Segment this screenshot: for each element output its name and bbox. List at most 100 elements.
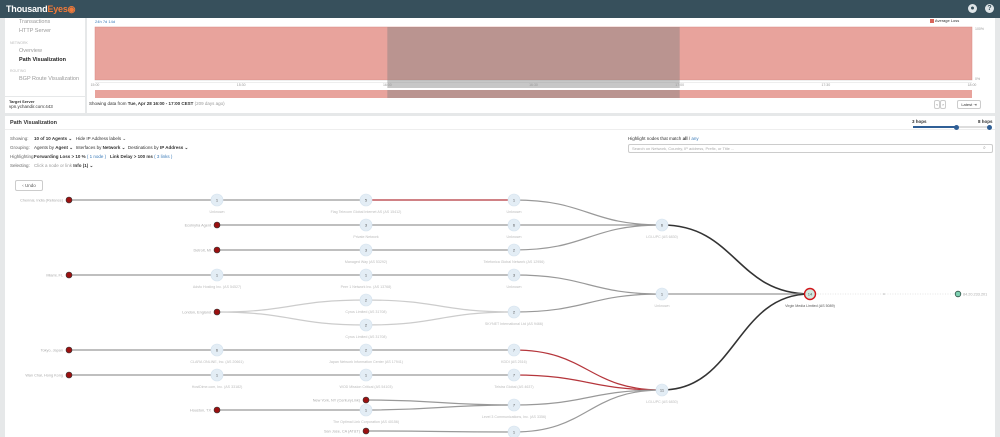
link-delay-filter[interactable]: Link Delay > 100 ms [109, 154, 153, 159]
node-label: Virgin Media Limited (AS 5089) [785, 304, 835, 308]
sidebar-item-transactions[interactable]: Transactions [19, 19, 51, 25]
selecting-label: Selecting: [10, 163, 30, 168]
sidebar-item-bgp-route[interactable]: BGP Route Visualization [19, 76, 80, 82]
node-count: 6 [216, 347, 219, 352]
network-node [210, 343, 224, 357]
node-count: 1 [216, 372, 219, 377]
sidebar-item-http-server[interactable]: HTTP Server [19, 28, 51, 34]
link-c8-d3 [513, 389, 663, 406]
node-label: Unknown [507, 235, 522, 239]
sidebar-item-path-visualization[interactable]: Path Visualization [19, 57, 66, 63]
chat-icon[interactable]: ● [968, 4, 977, 13]
undo-button[interactable]: ‹ Undo [15, 180, 43, 191]
range-14d[interactable]: 14d [108, 19, 116, 24]
node-count: 2 [365, 347, 368, 352]
link-c5-d2 [513, 293, 663, 313]
node-count: 1 [216, 197, 219, 202]
node-label: KDDI (AS 2516) [501, 360, 527, 364]
loss-area [94, 26, 973, 81]
match-label: Highlight nodes that match [628, 136, 682, 141]
network-node [507, 368, 521, 382]
network-node [507, 193, 521, 207]
timeline-panel: 24h 7d 14d Average Loss 15:0015:0015:301… [87, 18, 995, 113]
sidebar-item-overview[interactable]: Overview [19, 48, 42, 54]
network-node [507, 218, 521, 232]
ip-labels-dropdown[interactable]: Hide IP Address labels ⌄ [75, 136, 127, 141]
link-c6-d3 [513, 349, 663, 391]
overview-loss-area [95, 90, 972, 98]
forwarding-loss-filter[interactable]: Forwarding Loss > 10 % [34, 154, 86, 159]
overview-selection [387, 90, 680, 98]
tick-label: 15:00 [91, 83, 100, 87]
node-label: Unknown [655, 304, 670, 308]
network-node [507, 268, 521, 282]
latest-button[interactable]: Latest ⇥ [957, 100, 981, 109]
hops-slider-max-handle[interactable] [987, 124, 992, 130]
node-label: Adsfo Hosting Inc. (AS 54527) [193, 285, 241, 289]
agent-node [362, 427, 370, 435]
interfaces-by-prefix: Interfaces by [75, 145, 102, 150]
highlighting-label: Highlighting: [10, 154, 35, 159]
path-graph[interactable]: Chennai, India (Reliance) Ecolnyha Agent D… [5, 116, 995, 437]
top-nav-bar: ThousandEyes◉ ● ? [0, 0, 1000, 18]
hops-slider-handle[interactable] [954, 124, 959, 130]
panel-title: Path Visualization [10, 120, 57, 126]
thousandeyes-logo[interactable]: ThousandEyes◉ [6, 4, 76, 14]
node-count: 7 [513, 372, 516, 377]
range-7d[interactable]: 7d [102, 19, 108, 24]
range-24h[interactable]: 24h [95, 19, 102, 24]
agent-node [65, 371, 73, 379]
node-count: 2 [365, 297, 368, 302]
node-count: 1 [661, 291, 664, 296]
showing-prefix: Showing data from [89, 101, 127, 106]
node-label: Peer 1 Network Inc. (AS 13768) [341, 285, 392, 289]
network-node [655, 218, 669, 232]
node-count: 1 [513, 429, 516, 434]
link-delay-count[interactable]: ( 3 links ) [154, 154, 173, 159]
agents-dropdown[interactable]: 10 of 10 Agents ⌄ [34, 136, 73, 141]
prev-button[interactable]: ‹ [934, 100, 940, 109]
node-count: 3 [365, 222, 368, 227]
node-count: 2 [513, 247, 516, 252]
hops-slider[interactable] [913, 124, 992, 130]
selecting-row: Selecting: Click a node or link Info (1) … [10, 163, 93, 169]
agent-label: San Jose, CA (AT&T) [324, 429, 361, 433]
highlight-search-input[interactable]: Search on Network, Country, IP address, … [628, 144, 993, 153]
selection-window [387, 27, 680, 88]
network-node [210, 193, 224, 207]
node-label: Level 3 Communications, Inc. (AS 3356) [482, 415, 546, 419]
node-count: 1 [365, 407, 368, 412]
destinations-grouping-dropdown[interactable]: IP Address ⌄ [159, 145, 189, 150]
link-london-b6 [216, 311, 367, 326]
match-all-option[interactable]: all [682, 136, 688, 141]
node-label: LGI-UPC (AS 6830) [646, 400, 678, 404]
help-icon[interactable]: ? [985, 4, 994, 13]
node-label: Japan Network Information Center (AS 179… [329, 360, 403, 364]
node-label: WOD Mission Critical (AS 54103) [339, 385, 392, 389]
info-dropdown[interactable]: Info (1) ⌄ [73, 163, 94, 168]
match-any-option[interactable]: any [691, 136, 699, 141]
node-label: SKYNET International Ltd (AS 9466) [485, 322, 543, 326]
showing-range: Tue, Apr 28 16:00 - 17:00 CEST [127, 101, 194, 106]
node-count: 2 [513, 309, 516, 314]
network-node [359, 293, 373, 307]
network-node [359, 193, 373, 207]
tick-label: 17:30 [821, 83, 830, 87]
node-label: HostDime.com, Inc. (AS 33182) [192, 385, 243, 389]
node-label: Flag Telecom Global Internet AS (AS 1541… [331, 210, 402, 214]
interfaces-grouping-dropdown[interactable]: Network ⌄ [102, 145, 126, 150]
agent-label: New York, NY (CenturyLink) [313, 398, 361, 402]
next-button[interactable]: › [940, 100, 946, 109]
agents-grouping-dropdown[interactable]: Agent ⌄ [55, 145, 74, 150]
node-label: The Optimal Link Corporation (AS 40156) [333, 420, 399, 424]
hops-min-label: 3 hops [912, 119, 927, 124]
network-node [359, 218, 373, 232]
link-d3-virgin [661, 293, 811, 391]
node-label: Cyrus Limited (AS 31708) [345, 310, 386, 314]
hops-max-label: 8 hops [978, 119, 993, 124]
node-count: 5 [365, 197, 368, 202]
tick-label: 15:30 [237, 83, 246, 87]
network-node [507, 305, 521, 319]
loss-timeline-chart[interactable]: 15:0015:0015:3015:3016:0016:0016:3016:30… [87, 18, 995, 98]
forwarding-loss-count[interactable]: ( 1 node ) [86, 154, 107, 159]
